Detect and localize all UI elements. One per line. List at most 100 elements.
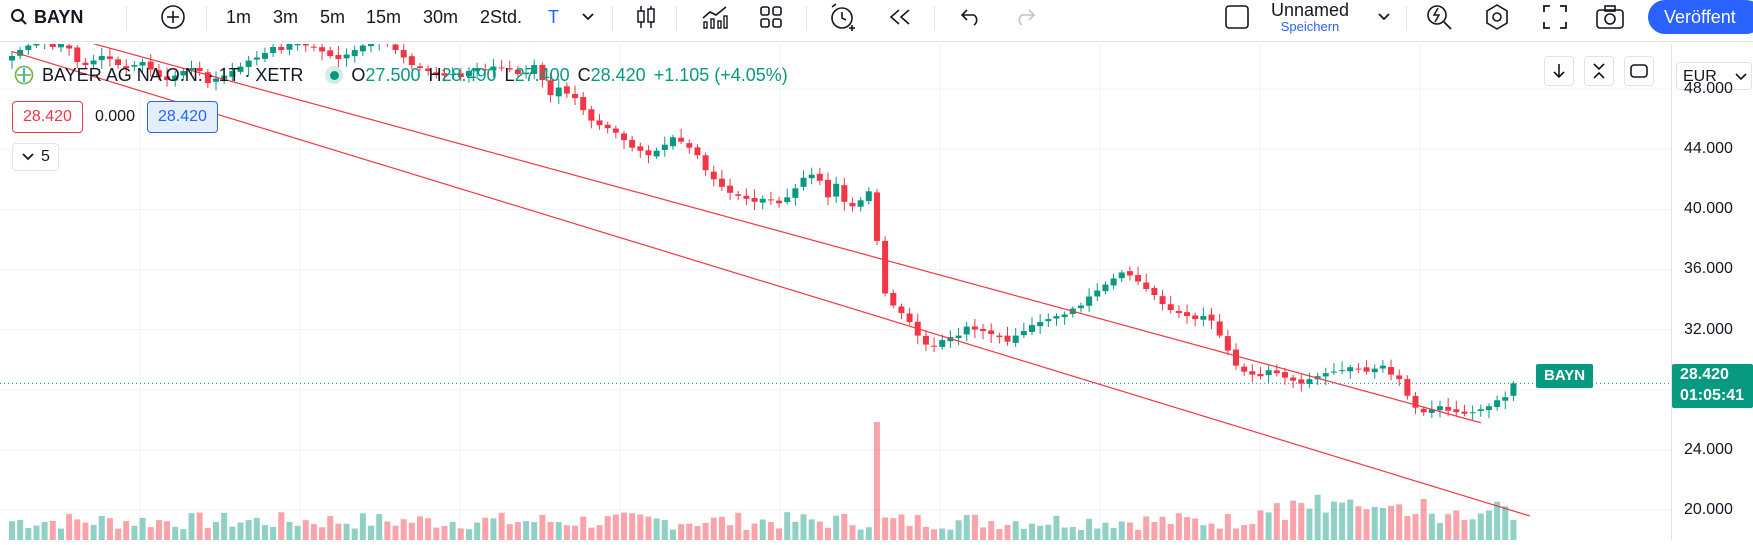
volume-bar	[384, 521, 391, 540]
volume-bar	[939, 528, 946, 540]
volume-bar	[1249, 523, 1256, 540]
volume-bar	[490, 518, 497, 540]
candle-body	[1184, 312, 1191, 317]
candle-body	[669, 137, 676, 147]
compare-button[interactable]	[156, 0, 190, 34]
candle-body	[1445, 406, 1452, 411]
candle-body	[1428, 409, 1435, 413]
volume-bar	[1428, 513, 1435, 540]
layout-dropdown[interactable]	[1374, 0, 1394, 34]
candle-body	[98, 56, 105, 61]
candle-body	[857, 200, 864, 207]
interval-1m[interactable]: 1m	[226, 6, 252, 27]
volume-bar	[873, 422, 880, 540]
volume-bar	[784, 512, 791, 540]
interval-5m[interactable]: 5m	[320, 6, 346, 27]
volume-bar	[155, 519, 162, 540]
volume-bar	[82, 522, 89, 540]
volume-bar	[735, 512, 742, 540]
candle-body	[294, 40, 301, 46]
volume-bar	[1485, 510, 1492, 540]
candle-body	[270, 47, 277, 54]
volume-bar	[1143, 516, 1150, 540]
interval-3m[interactable]: 3m	[273, 6, 299, 27]
fullscreen-button[interactable]	[1538, 0, 1572, 34]
interval-30m[interactable]: 30m	[423, 6, 459, 27]
candle-body	[17, 50, 24, 56]
candle-body	[115, 59, 122, 66]
maximize-pane-button[interactable]	[1624, 56, 1654, 86]
candle-body	[1118, 272, 1125, 279]
snapshot-button[interactable]	[1592, 0, 1628, 34]
buy-button[interactable]: 28.420	[146, 101, 218, 133]
volume-bar	[1265, 512, 1272, 540]
fullscreen-icon	[1543, 5, 1567, 29]
volume-bar	[1077, 529, 1084, 540]
volume-bar	[743, 529, 750, 540]
volume-bar	[914, 515, 921, 540]
alert-button[interactable]	[826, 0, 860, 34]
layout-checkbox[interactable]	[1222, 0, 1252, 34]
interval-t[interactable]: T	[548, 6, 559, 27]
candle-body	[441, 73, 448, 76]
candle-body	[849, 202, 856, 207]
candle-body	[49, 40, 56, 48]
sell-button[interactable]: 28.420	[12, 101, 83, 133]
last-price-value: 28.420	[1680, 366, 1729, 383]
candle-body	[457, 73, 464, 78]
candle-body	[261, 53, 268, 59]
candlestick-chart[interactable]	[0, 20, 1671, 540]
symbol-price-tag: BAYN	[1536, 364, 1594, 388]
candle-body	[449, 74, 456, 76]
volume-bar	[1379, 507, 1386, 540]
volume-bar	[1045, 524, 1052, 540]
chart-pane[interactable]	[0, 20, 1671, 540]
volume-bar	[221, 512, 228, 540]
volume-bar	[1086, 518, 1093, 540]
candle-body	[1265, 370, 1272, 376]
volume-bar	[596, 525, 603, 540]
candle-body	[196, 67, 203, 72]
save-link[interactable]: Speichern	[1280, 19, 1340, 34]
volume-bar	[1233, 528, 1239, 540]
market-status-icon[interactable]	[325, 66, 344, 84]
chart-type-button[interactable]	[630, 0, 662, 34]
interval-2std[interactable]: 2Std.	[480, 6, 523, 27]
publish-button[interactable]: Veröffent	[1648, 0, 1753, 34]
currency-select[interactable]: EUR	[1676, 62, 1752, 90]
indicators-button[interactable]	[698, 0, 732, 34]
templates-button[interactable]	[756, 0, 786, 34]
close-key: C	[577, 64, 591, 85]
candle-body	[963, 326, 970, 335]
replay-button[interactable]	[884, 0, 916, 34]
interval-dropdown[interactable]	[578, 0, 598, 34]
interval-15m[interactable]: 15m	[366, 6, 402, 27]
volume-bar	[449, 521, 456, 540]
volume-bar	[612, 514, 619, 540]
collapse-pane-button[interactable]	[1584, 56, 1614, 86]
candle-body	[1510, 383, 1517, 396]
scroll-down-button[interactable]	[1544, 56, 1574, 86]
symbol-search[interactable]: BAYN	[10, 0, 83, 34]
toolbar-divider	[206, 6, 207, 30]
undo-icon	[960, 9, 978, 26]
channel-lower-line	[11, 50, 1530, 517]
candle-body	[555, 87, 562, 97]
undo-button[interactable]	[956, 0, 986, 34]
indicators-toggle[interactable]: 5	[12, 143, 59, 171]
series-title[interactable]: BAYER AG NA O.N. · 1T · XETR	[42, 64, 304, 85]
volume-bar	[457, 528, 464, 540]
quick-search-button[interactable]	[1422, 0, 1456, 34]
candle-body	[922, 335, 929, 345]
price-axis[interactable]	[1671, 44, 1753, 540]
volume-bar	[368, 525, 375, 540]
layout-name[interactable]: Unnamed Speichern	[1240, 0, 1380, 34]
volume-bar	[17, 519, 24, 540]
settings-button[interactable]	[1480, 0, 1514, 34]
candle-body	[57, 44, 64, 48]
chevron-down-icon	[1735, 73, 1747, 81]
plus-circle-icon	[161, 5, 185, 29]
candle-body	[498, 67, 505, 69]
redo-button[interactable]	[1010, 0, 1040, 34]
volume-bar	[408, 522, 415, 540]
